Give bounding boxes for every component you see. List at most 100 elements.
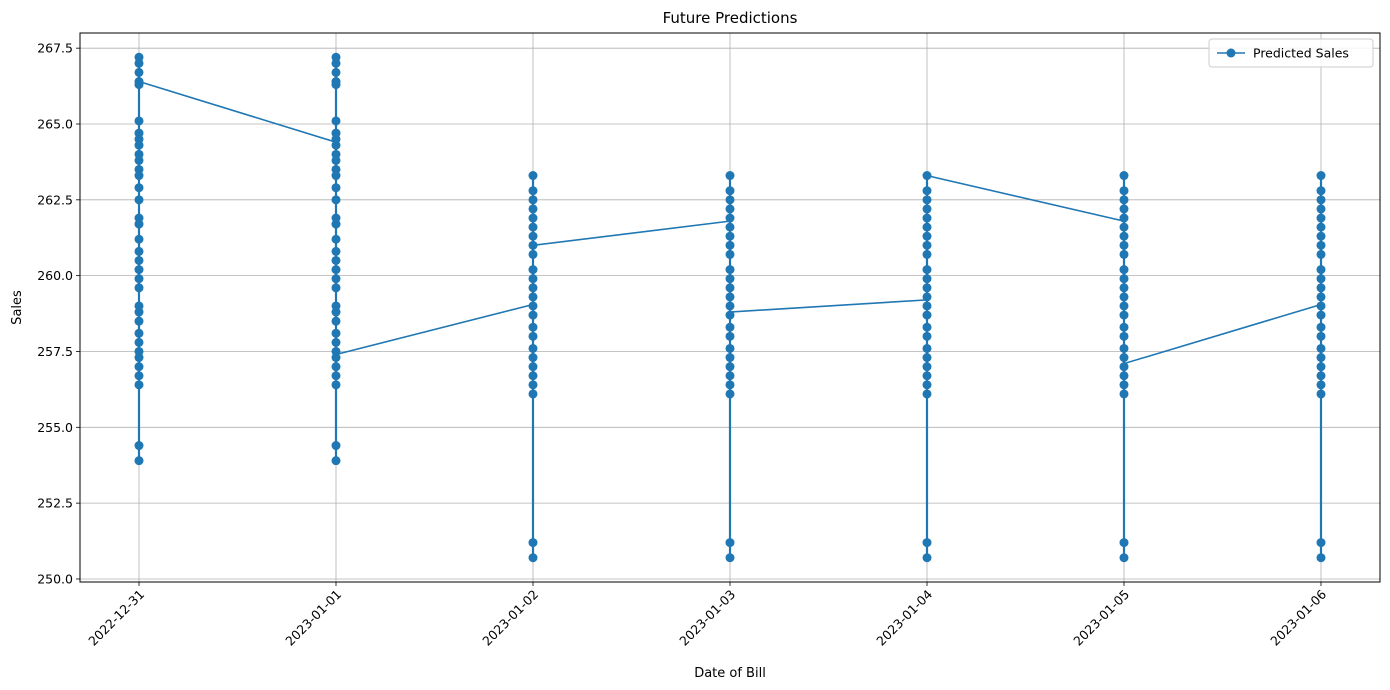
data-point <box>1119 240 1129 250</box>
data-point <box>528 343 538 353</box>
data-point <box>331 371 341 381</box>
data-point <box>1119 331 1129 341</box>
data-point <box>1119 389 1129 399</box>
data-point <box>134 80 144 90</box>
y-axis-title: Sales <box>10 290 25 325</box>
data-point <box>1119 343 1129 353</box>
data-point <box>1119 301 1129 311</box>
data-point <box>725 310 735 320</box>
data-point <box>528 538 538 548</box>
data-point <box>134 58 144 68</box>
legend-box <box>1208 38 1374 68</box>
legend: Predicted Sales <box>1208 38 1374 68</box>
data-point <box>725 371 735 381</box>
data-point <box>725 389 735 399</box>
data-point <box>528 222 538 232</box>
y-tick-label: 267.5 <box>37 41 73 56</box>
data-point <box>528 301 538 311</box>
data-point <box>134 353 144 363</box>
data-point <box>922 204 932 214</box>
data-point <box>922 353 932 363</box>
data-point <box>528 274 538 284</box>
data-point <box>922 371 932 381</box>
data-point <box>725 380 735 390</box>
data-point <box>922 343 932 353</box>
data-point <box>922 249 932 259</box>
data-point <box>1316 274 1326 284</box>
data-point <box>1119 171 1129 181</box>
data-point <box>1119 213 1129 223</box>
y-tick-label: 262.5 <box>37 192 73 207</box>
data-point <box>528 249 538 259</box>
data-point <box>134 255 144 265</box>
data-point <box>1119 231 1129 241</box>
data-point <box>922 553 932 563</box>
data-point <box>134 246 144 256</box>
data-point <box>331 380 341 390</box>
data-point <box>1119 380 1129 390</box>
data-point <box>331 195 341 205</box>
data-point <box>922 322 932 332</box>
data-point <box>528 204 538 214</box>
data-point <box>134 234 144 244</box>
data-point <box>331 58 341 68</box>
data-point <box>331 183 341 193</box>
data-point <box>528 283 538 293</box>
data-point <box>922 283 932 293</box>
data-point <box>134 116 144 126</box>
data-point <box>1316 322 1326 332</box>
data-point <box>922 292 932 302</box>
data-point <box>134 219 144 229</box>
data-point <box>1119 204 1129 214</box>
data-point <box>1316 171 1326 181</box>
data-point <box>1316 292 1326 302</box>
data-point <box>331 255 341 265</box>
data-point <box>922 222 932 232</box>
data-point <box>1119 283 1129 293</box>
data-point <box>134 316 144 326</box>
data-point <box>528 380 538 390</box>
data-point <box>331 246 341 256</box>
data-point <box>922 310 932 320</box>
data-point <box>528 310 538 320</box>
data-point <box>725 222 735 232</box>
data-point <box>1316 353 1326 363</box>
data-point <box>528 186 538 196</box>
data-point <box>331 456 341 466</box>
data-point <box>528 389 538 399</box>
data-point <box>1316 538 1326 548</box>
data-point <box>528 353 538 363</box>
data-point <box>725 240 735 250</box>
data-point <box>922 195 932 205</box>
data-point <box>922 301 932 311</box>
data-point <box>1119 222 1129 232</box>
data-point <box>134 337 144 347</box>
data-point <box>725 353 735 363</box>
data-point <box>725 538 735 548</box>
data-point <box>725 274 735 284</box>
data-point <box>725 331 735 341</box>
data-point <box>331 316 341 326</box>
data-point <box>1119 371 1129 381</box>
data-point <box>922 213 932 223</box>
data-point <box>331 441 341 451</box>
data-point <box>922 331 932 341</box>
data-point <box>725 213 735 223</box>
data-point <box>1119 292 1129 302</box>
data-point <box>528 292 538 302</box>
data-point <box>331 283 341 293</box>
chart-title: Future Predictions <box>663 9 798 27</box>
data-point <box>134 307 144 317</box>
data-point <box>1316 362 1326 372</box>
data-point <box>725 343 735 353</box>
legend-label: Predicted Sales <box>1253 46 1349 61</box>
data-point <box>134 155 144 165</box>
data-point <box>725 301 735 311</box>
y-tick-label: 260.0 <box>37 268 73 283</box>
data-point <box>725 204 735 214</box>
data-point <box>134 140 144 150</box>
data-point <box>725 171 735 181</box>
data-point <box>528 195 538 205</box>
